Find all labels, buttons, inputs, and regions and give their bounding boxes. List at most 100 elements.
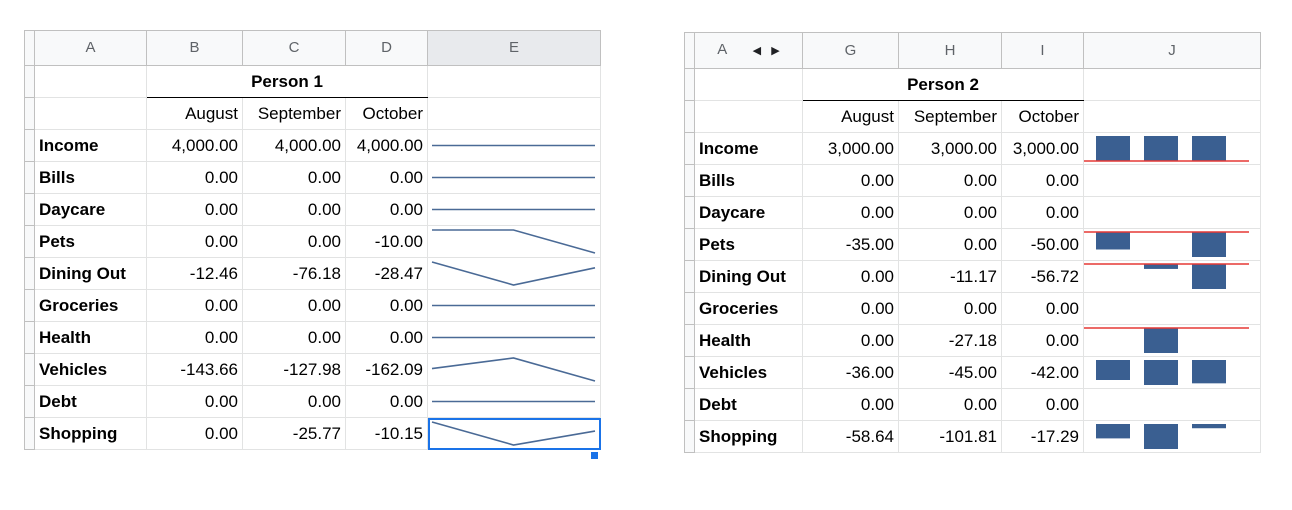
value-cell[interactable]: -42.00 [1001,356,1084,389]
row-header[interactable] [684,164,695,197]
value-cell[interactable]: -56.72 [1001,260,1084,293]
sparkline-cell[interactable] [1083,196,1261,229]
sparkline-cell[interactable] [427,289,601,322]
value-cell[interactable]: 0.00 [898,164,1002,197]
value-cell[interactable]: 0.00 [146,385,243,418]
row-header[interactable] [24,161,35,194]
triangle-right-icon[interactable]: ▶ [771,45,780,57]
row-label-bills[interactable]: Bills [694,164,803,197]
row-header[interactable] [684,388,695,421]
row-header[interactable] [24,65,35,98]
value-cell[interactable]: 0.00 [802,196,899,229]
value-cell[interactable]: 0.00 [1001,164,1084,197]
value-cell[interactable]: 0.00 [345,321,428,354]
column-header-e[interactable]: E [427,30,601,66]
value-cell[interactable]: 0.00 [242,385,346,418]
row-label-income[interactable]: Income [694,132,803,165]
value-cell[interactable]: -36.00 [802,356,899,389]
row-label-vehicles[interactable]: Vehicles [694,356,803,389]
value-cell[interactable]: 0.00 [146,193,243,226]
row-header[interactable] [24,97,35,130]
value-cell[interactable]: -10.00 [345,225,428,258]
sparkline-cell[interactable] [427,193,601,226]
row-label-bills[interactable]: Bills [34,161,147,194]
value-cell[interactable]: -12.46 [146,257,243,290]
month-august[interactable]: August [802,100,899,133]
person-header[interactable]: Person 1 [146,65,428,98]
sparkline-cell[interactable] [427,321,601,354]
sparkline-cell[interactable] [1083,420,1261,453]
value-cell[interactable]: -76.18 [242,257,346,290]
value-cell[interactable]: 0.00 [242,225,346,258]
value-cell[interactable]: -35.00 [802,228,899,261]
row-header[interactable] [24,385,35,418]
value-cell[interactable]: 0.00 [242,289,346,322]
value-cell[interactable]: -50.00 [1001,228,1084,261]
value-cell[interactable]: 0.00 [898,228,1002,261]
sparkline-cell[interactable] [427,129,601,162]
column-header-h[interactable]: H [898,32,1002,69]
row-label-dining-out[interactable]: Dining Out [694,260,803,293]
column-header-g[interactable]: G [802,32,899,69]
row-label-debt[interactable]: Debt [694,388,803,421]
value-cell[interactable]: 0.00 [146,225,243,258]
cell[interactable] [34,97,147,130]
row-label-shopping[interactable]: Shopping [34,417,147,450]
column-header-a[interactable]: A ◀ ▶ [694,32,803,69]
cell[interactable] [1083,68,1261,101]
value-cell[interactable]: 0.00 [802,292,899,325]
cell[interactable] [427,97,601,130]
column-header-b[interactable]: B [146,30,243,66]
sparkline-cell[interactable] [427,353,601,386]
row-label-dining-out[interactable]: Dining Out [34,257,147,290]
sparkline-cell[interactable] [427,417,601,450]
row-header[interactable] [24,225,35,258]
value-cell[interactable]: 0.00 [802,324,899,357]
row-label-groceries[interactable]: Groceries [694,292,803,325]
row-header[interactable] [24,193,35,226]
row-label-debt[interactable]: Debt [34,385,147,418]
value-cell[interactable]: -17.29 [1001,420,1084,453]
row-header[interactable] [684,100,695,133]
select-all-corner[interactable] [24,30,35,66]
cell[interactable] [694,100,803,133]
month-august[interactable]: August [146,97,243,130]
value-cell[interactable]: -10.15 [345,417,428,450]
row-header[interactable] [684,324,695,357]
row-header[interactable] [24,257,35,290]
value-cell[interactable]: 0.00 [345,193,428,226]
row-label-pets[interactable]: Pets [34,225,147,258]
value-cell[interactable]: 3,000.00 [802,132,899,165]
person-header[interactable]: Person 2 [802,68,1084,101]
row-label-vehicles[interactable]: Vehicles [34,353,147,386]
value-cell[interactable]: -162.09 [345,353,428,386]
row-header[interactable] [24,129,35,162]
row-header[interactable] [24,321,35,354]
row-label-groceries[interactable]: Groceries [34,289,147,322]
column-header-j[interactable]: J [1083,32,1261,69]
value-cell[interactable]: 0.00 [242,321,346,354]
value-cell[interactable]: 0.00 [1001,292,1084,325]
sparkline-cell[interactable] [1083,132,1261,165]
value-cell[interactable]: -45.00 [898,356,1002,389]
row-label-daycare[interactable]: Daycare [34,193,147,226]
row-header[interactable] [684,292,695,325]
sparkline-cell[interactable] [1083,228,1261,261]
value-cell[interactable]: 4,000.00 [345,129,428,162]
value-cell[interactable]: 0.00 [898,292,1002,325]
value-cell[interactable]: 0.00 [1001,324,1084,357]
row-label-shopping[interactable]: Shopping [694,420,803,453]
sparkline-cell[interactable] [427,385,601,418]
row-label-income[interactable]: Income [34,129,147,162]
sparkline-cell[interactable] [427,225,601,258]
value-cell[interactable]: 0.00 [802,388,899,421]
value-cell[interactable]: 0.00 [345,385,428,418]
row-header[interactable] [24,417,35,450]
row-header[interactable] [684,356,695,389]
row-label-health[interactable]: Health [34,321,147,354]
row-header[interactable] [684,260,695,293]
month-october[interactable]: October [1001,100,1084,133]
sparkline-cell[interactable] [427,257,601,290]
value-cell[interactable]: 0.00 [242,161,346,194]
value-cell[interactable]: 0.00 [146,289,243,322]
